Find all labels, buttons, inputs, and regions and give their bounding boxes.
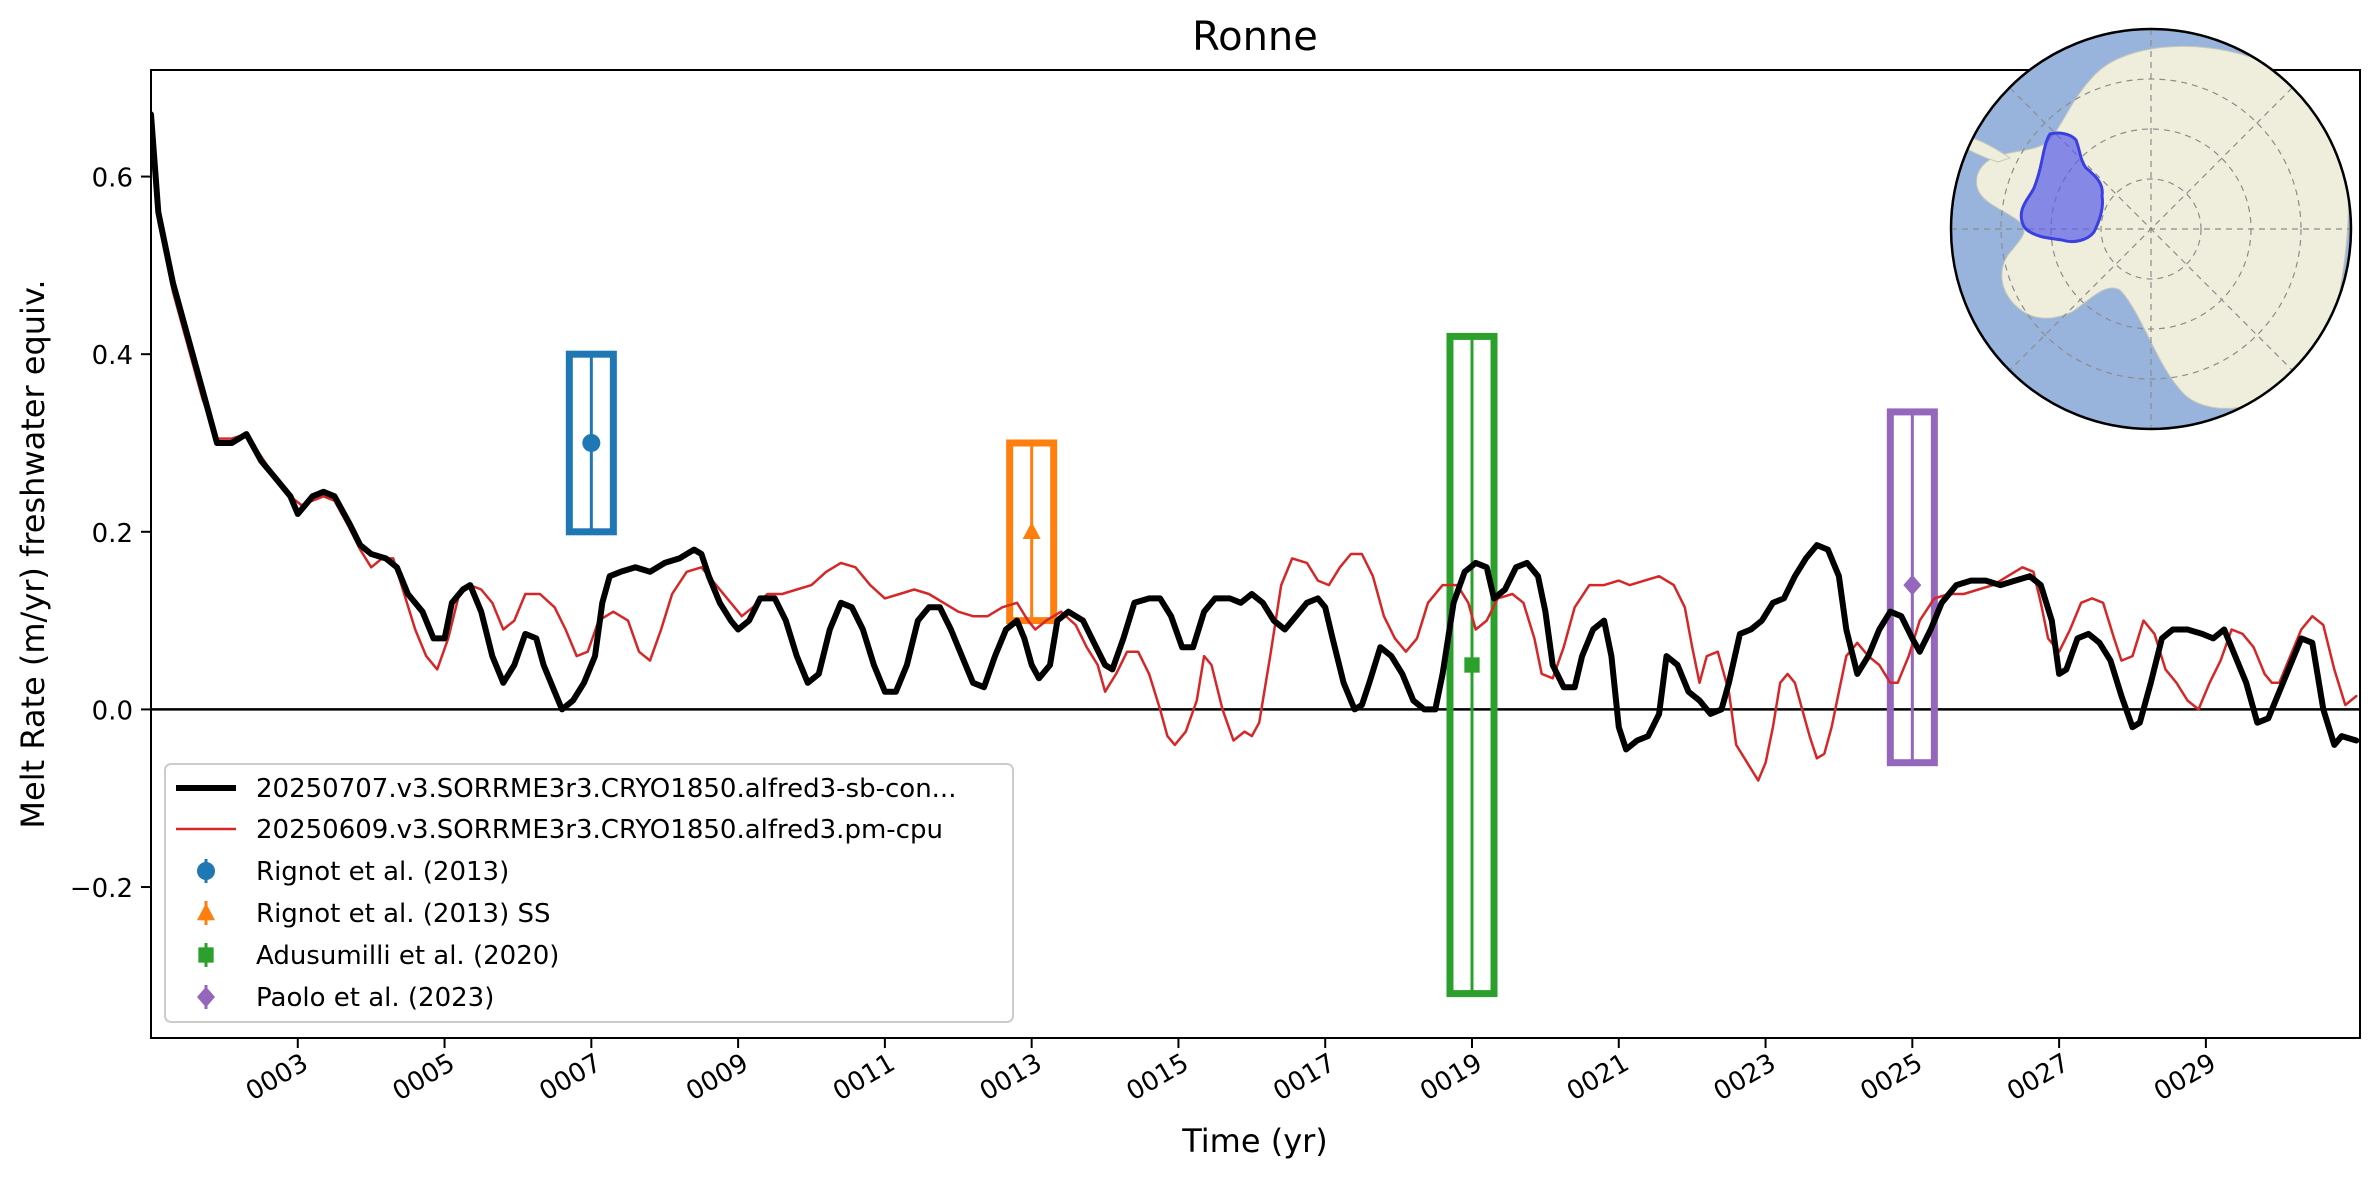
- map-border: [1949, 27, 2353, 431]
- x-tick-label: 0017: [1268, 1048, 1340, 1107]
- x-tick-label: 0009: [681, 1048, 753, 1107]
- x-tick-label: 0023: [1709, 1048, 1781, 1107]
- plot-frame: [150, 69, 2361, 1039]
- series-line-1: [151, 111, 2360, 753]
- legend-label: Adusumilli et al. (2020): [256, 941, 559, 971]
- y-axis-label: Melt Rate (m/yr) freshwater equiv.: [14, 279, 52, 828]
- legend-label: Paolo et al. (2023): [256, 983, 494, 1013]
- y-tick-label: −0.2: [70, 874, 133, 904]
- ronne-region-highlight: [2019, 131, 2104, 244]
- x-tick-label: 0015: [1122, 1048, 1194, 1107]
- observation-4: [1886, 408, 1938, 767]
- model-series: [151, 111, 2360, 782]
- legend-label: Rignot et al. (2013): [256, 857, 509, 887]
- x-axis: 0003 0005 0007 0009 0011 0013 0015 0017 0019 0021…: [241, 1038, 2221, 1107]
- legend-label: 20250609.v3.SORRME3r3.CRYO1850.alfred3.p…: [256, 815, 943, 845]
- x-tick-label: 0027: [2002, 1048, 2074, 1107]
- observation-marker: [582, 433, 601, 452]
- x-tick-label: 0019: [1415, 1048, 1487, 1107]
- observation-marker: [1903, 574, 1922, 596]
- legend-marker-swatch: [197, 986, 215, 1008]
- observation-estimates: [565, 332, 1938, 998]
- observation-marker: [1022, 521, 1041, 539]
- legend-marker-swatch: [198, 947, 214, 963]
- legend-marker-swatch: [197, 862, 215, 880]
- antarctica-inset-map: [1949, 27, 2353, 431]
- y-tick-label: 0.0: [92, 696, 133, 726]
- x-tick-label: 0025: [1856, 1048, 1928, 1107]
- legend-box: [164, 763, 1014, 1023]
- x-tick-label: 0007: [535, 1048, 607, 1107]
- y-tick-label: 0.4: [92, 341, 133, 371]
- x-tick-label: 0003: [241, 1048, 313, 1107]
- observation-1: [565, 350, 617, 536]
- x-tick-label: 0021: [1562, 1048, 1634, 1107]
- observation-marker: [1464, 657, 1480, 673]
- observation-3: [1446, 332, 1498, 998]
- y-axis: −0.2 0.0 0.2 0.4 0.6: [70, 164, 151, 904]
- y-tick-label: 0.2: [92, 519, 133, 549]
- legend-label: Rignot et al. (2013) SS: [256, 899, 551, 929]
- chart-title: Ronne: [1192, 14, 1318, 60]
- x-tick-label: 0013: [975, 1048, 1047, 1107]
- observation-2: [1006, 439, 1058, 625]
- x-tick-label: 0005: [388, 1048, 460, 1107]
- legend-marker-swatch: [197, 903, 215, 921]
- series-line-2: [151, 130, 2358, 782]
- legend: 20250707.v3.SORRME3r3.CRYO1850.alfred3-s…: [164, 763, 1014, 1023]
- y-tick-label: 0.6: [92, 164, 133, 194]
- x-tick-label: 0029: [2149, 1048, 2221, 1107]
- x-tick-label: 0011: [828, 1048, 900, 1107]
- legend-label: 20250707.v3.SORRME3r3.CRYO1850.alfred3-s…: [256, 774, 956, 804]
- x-axis-label: Time (yr): [1181, 1122, 1328, 1160]
